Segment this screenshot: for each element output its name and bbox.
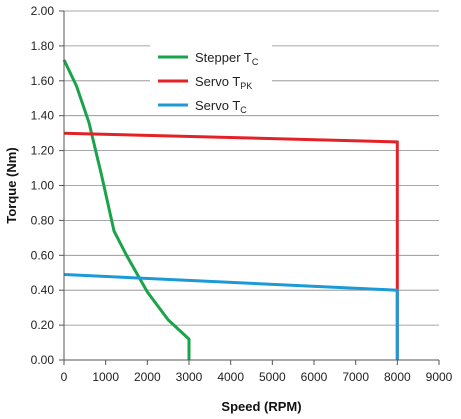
y-tick-label: 1.40 — [31, 109, 55, 123]
x-tick-label: 5000 — [259, 370, 286, 384]
y-tick-label: 1.20 — [31, 144, 55, 158]
legend-label-subscript: C — [240, 105, 247, 115]
x-tick-label: 6000 — [301, 370, 328, 384]
legend-label-subscript: C — [252, 57, 259, 67]
y-axis-title: Torque (Nm) — [4, 147, 19, 223]
series-line-0 — [62, 59, 191, 360]
y-tick-labels: 0.00 0.20 0.40 0.60 0.80 1.00 1.20 1.40 1.60 1.80… — [31, 4, 64, 367]
legend-label-text: Servo T — [195, 74, 240, 89]
x-tick-label: 1000 — [92, 370, 119, 384]
y-tick-label: 1.60 — [31, 74, 55, 88]
x-tick-label: 9000 — [426, 370, 453, 384]
series-line-1 — [63, 131, 399, 360]
y-tick-label: 1.00 — [31, 179, 55, 193]
y-tick-label: 0.80 — [31, 213, 55, 227]
x-tick-label: 3000 — [176, 370, 203, 384]
y-tick-label: 0.20 — [31, 318, 55, 332]
x-tick-label: 0 — [61, 370, 68, 384]
x-tick-label: 4000 — [217, 370, 244, 384]
legend-label-2: Servo TC — [195, 98, 247, 115]
x-tick-labels: 0 1000 2000 3000 4000 5000 6000 7000 8000 9000 — [61, 360, 453, 384]
legend-label-text: Stepper T — [195, 50, 252, 65]
series-layer — [62, 59, 399, 360]
legend-background — [150, 42, 272, 114]
legend-label-subscript: PK — [240, 81, 252, 91]
y-tick-label: 0.00 — [31, 353, 55, 367]
x-tick-label: 8000 — [384, 370, 411, 384]
legend-label-0: Stepper TC — [195, 50, 259, 67]
series-line-2 — [63, 273, 399, 360]
legend-label-text: Servo T — [195, 98, 240, 113]
legend-label-1: Servo TPK — [195, 74, 252, 91]
y-tick-label: 1.80 — [31, 39, 55, 53]
x-axis-title: Speed (RPM) — [221, 399, 301, 414]
x-tick-label: 7000 — [342, 370, 369, 384]
x-tick-label: 2000 — [134, 370, 161, 384]
y-tick-label: 2.00 — [31, 4, 55, 18]
y-tick-label: 0.60 — [31, 248, 55, 262]
y-tick-label: 0.40 — [31, 283, 55, 297]
